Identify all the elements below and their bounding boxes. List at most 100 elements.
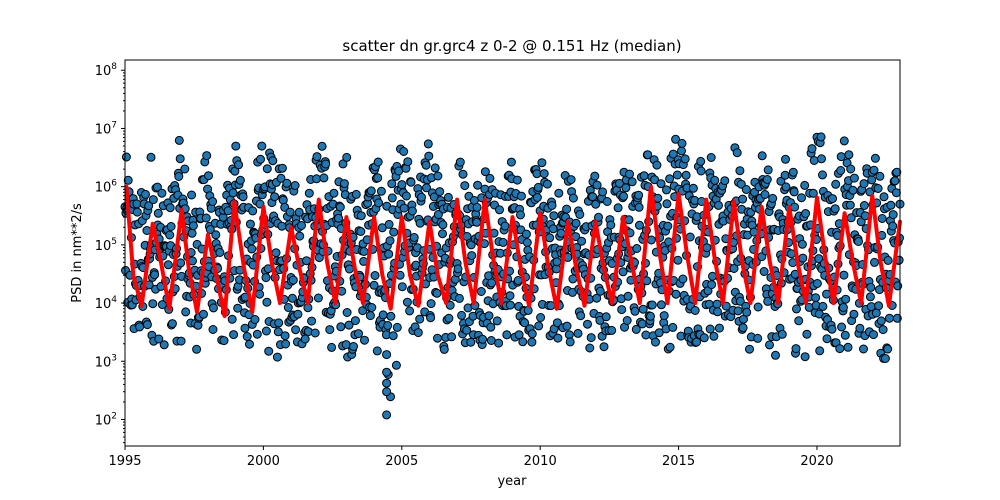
data-point <box>763 296 773 306</box>
data-point <box>547 201 557 210</box>
x-tick-label: 2010 <box>524 454 557 469</box>
data-point <box>462 325 472 335</box>
data-point <box>838 303 848 312</box>
data-point <box>521 229 531 239</box>
data-point <box>297 221 306 230</box>
data-point <box>417 192 426 202</box>
data-point <box>849 173 859 183</box>
data-point <box>520 318 530 328</box>
data-point <box>671 134 681 144</box>
data-point <box>231 141 241 151</box>
y-tick-label: 107 <box>95 120 117 137</box>
chart-title: scatter dn gr.grc4 z 0-2 @ 0.151 Hz (med… <box>342 37 681 55</box>
data-point <box>631 324 641 334</box>
data-point <box>290 181 300 190</box>
data-point <box>382 378 392 388</box>
data-point <box>208 197 218 206</box>
data-point <box>234 160 244 170</box>
data-point <box>344 320 354 330</box>
data-point <box>205 225 215 234</box>
data-point <box>336 322 346 332</box>
data-point <box>552 257 562 267</box>
data-point <box>211 230 221 240</box>
y-axis-label: PSD in nm**2/s <box>70 203 85 303</box>
data-point <box>818 301 828 311</box>
data-point <box>556 228 566 238</box>
data-point <box>285 207 295 217</box>
data-point <box>495 205 504 215</box>
data-point <box>245 339 254 349</box>
data-point <box>607 325 617 335</box>
data-point <box>484 311 494 321</box>
data-point <box>360 335 369 345</box>
data-point <box>455 157 465 167</box>
data-point <box>376 186 386 196</box>
data-point <box>454 293 464 303</box>
data-point <box>814 254 824 264</box>
data-point <box>401 191 411 201</box>
data-point <box>233 303 243 313</box>
y-axis: 102 103 104 105 106 107 108 <box>95 62 125 444</box>
data-point <box>811 293 821 303</box>
data-point <box>272 352 282 362</box>
data-point <box>846 164 856 174</box>
data-point <box>273 327 283 337</box>
data-point <box>472 202 482 212</box>
data-point <box>733 306 743 316</box>
data-point <box>312 174 322 184</box>
data-point <box>735 166 745 176</box>
data-point <box>291 325 301 335</box>
data-point <box>859 179 869 189</box>
data-point <box>830 204 840 214</box>
data-point <box>373 157 383 167</box>
median-line-layer <box>124 184 902 318</box>
data-point <box>262 297 272 307</box>
data-point <box>302 256 311 266</box>
data-point <box>720 176 730 186</box>
data-point <box>839 136 849 146</box>
data-point <box>163 260 173 270</box>
data-point <box>444 313 454 323</box>
data-point <box>532 193 542 202</box>
y-tick-label: 102 <box>95 411 117 428</box>
data-point <box>235 175 245 185</box>
x-tick-label: 1995 <box>108 454 141 469</box>
data-point <box>562 204 572 214</box>
data-point <box>148 195 158 205</box>
data-point <box>153 208 163 218</box>
data-point <box>807 144 817 154</box>
data-point <box>710 175 720 185</box>
data-point <box>771 350 780 360</box>
data-point <box>650 175 660 185</box>
data-point <box>458 169 468 179</box>
data-point <box>342 152 352 162</box>
data-point <box>809 156 819 165</box>
data-point <box>816 132 826 142</box>
data-point <box>741 185 751 194</box>
data-point <box>354 329 363 339</box>
data-point <box>606 220 616 230</box>
data-point <box>808 188 818 198</box>
data-point <box>536 313 546 322</box>
data-point <box>388 331 398 341</box>
data-point <box>278 195 288 205</box>
data-point <box>870 153 880 163</box>
data-point <box>281 339 291 349</box>
data-point <box>325 325 335 335</box>
data-point <box>745 344 754 354</box>
data-point <box>242 332 252 341</box>
data-point <box>295 231 305 241</box>
data-point <box>144 201 154 211</box>
data-point <box>478 334 488 344</box>
data-point <box>659 311 669 321</box>
data-point <box>277 221 287 231</box>
data-point <box>646 311 655 321</box>
data-point <box>391 360 401 370</box>
data-point <box>397 180 407 190</box>
data-point <box>845 200 855 210</box>
data-point <box>413 328 423 338</box>
data-point <box>287 293 297 303</box>
data-point <box>473 180 483 190</box>
data-point <box>768 193 778 203</box>
data-point <box>270 192 280 202</box>
